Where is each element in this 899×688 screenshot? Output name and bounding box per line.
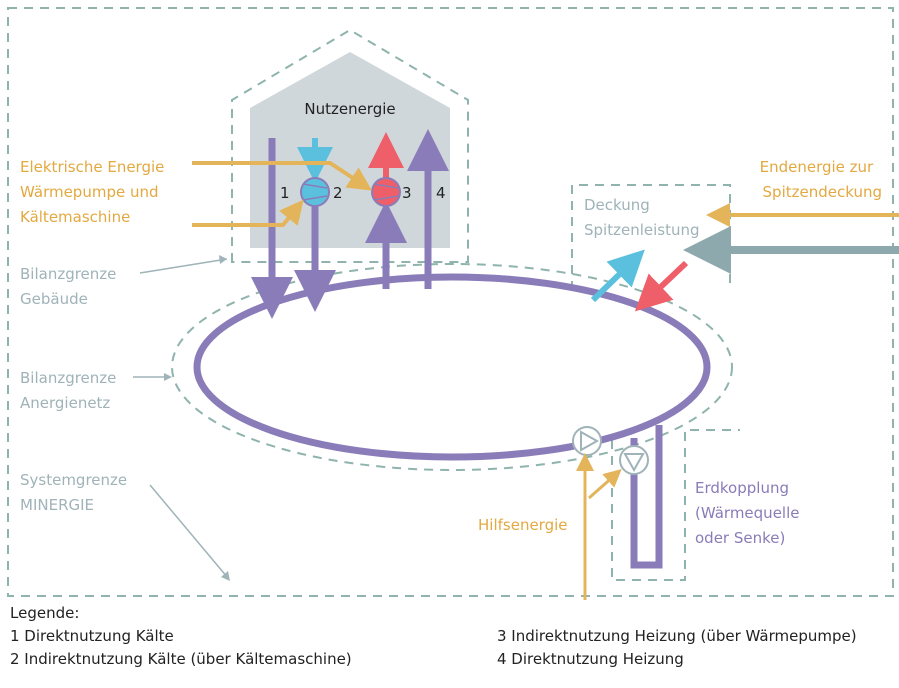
label-bilanzgrenze-gebaeude: Bilanzgrenze Gebäude — [20, 265, 121, 308]
label-line: Kältemaschine — [20, 208, 130, 226]
building-boundary — [231, 28, 469, 263]
label-line: Systemgrenze — [20, 471, 127, 489]
flow-number-2: 2 — [333, 184, 343, 202]
legend-row: 2 Indirektnutzung Kälte (über Kältemasch… — [10, 648, 895, 671]
pointer-arrowhead — [164, 373, 172, 381]
label-line: Endenergie zur — [760, 158, 874, 176]
label-line: Spitzendeckung — [763, 183, 882, 201]
label-line: Erdkopplung — [695, 479, 789, 497]
label-end-energy: Endenergie zur Spitzendeckung — [760, 158, 882, 201]
legend-item-4: 4 Direktnutzung Heizung — [497, 650, 684, 668]
flow-number-1: 1 — [280, 184, 290, 202]
peak-coverage-boundary — [571, 184, 731, 290]
compressor-icon — [300, 177, 330, 207]
legend-item-2: 2 Indirektnutzung Kälte (über Kältemasch… — [10, 650, 352, 668]
label-systemgrenze: Systemgrenze MINERGIE — [20, 471, 132, 514]
pointer-bilanzgrenze-gebaeude — [139, 258, 228, 274]
legend-item-1: 1 Direktnutzung Kälte — [10, 627, 174, 645]
system-boundary-minergie — [7, 7, 894, 597]
flow-number-3: 3 — [402, 184, 412, 202]
label-line: oder Senke) — [695, 529, 785, 547]
anergy-network-boundary — [171, 263, 733, 471]
label-hilfsenergie: Hilfsenergie — [478, 516, 568, 534]
ground-pipe — [630, 425, 663, 569]
legend-item-3: 3 Indirektnutzung Heizung (über Wärmepum… — [497, 627, 857, 645]
pointer-arrowhead — [219, 255, 227, 264]
electric-energy-line-chiller — [192, 199, 304, 227]
label-line: Gebäude — [20, 290, 88, 308]
label-line: MINERGIE — [20, 496, 94, 514]
label-line: Elektrische Energie — [20, 158, 164, 176]
legend-title: Legende: — [10, 604, 80, 622]
ground-coupling-boundary — [611, 429, 740, 581]
label-ground-coupling: Erdkopplung (Wärmequelle oder Senke) — [695, 479, 804, 547]
pointer-systemgrenze — [149, 484, 229, 579]
peak-cooling-arrow — [590, 249, 645, 303]
label-line: Deckung — [584, 196, 650, 214]
flow-number-4: 4 — [436, 184, 446, 202]
label-peak-coverage: Deckung Spitzenleistung — [584, 196, 700, 239]
building-shape — [250, 52, 450, 248]
peak-heating-arrow — [634, 260, 689, 312]
pump-icon — [572, 426, 602, 456]
label-line: Wärmepumpe und — [20, 183, 159, 201]
legend: Legende: 1 Direktnutzung Kälte 3 Indirek… — [10, 602, 895, 671]
pump-icon — [619, 445, 649, 475]
label-nutzenergie: Nutzenergie — [304, 100, 395, 118]
energy-system-diagram: Nutzenergie Elektrische Energie Wärmepum… — [7, 7, 899, 600]
label-line: Bilanzgrenze — [20, 265, 116, 283]
label-line: (Wärmequelle — [695, 504, 799, 522]
electric-energy-line-heatpump — [192, 161, 373, 191]
anergy-loop — [193, 273, 711, 461]
label-electric-energy: Elektrische Energie Wärmepumpe und Kälte… — [20, 158, 169, 226]
label-line: Anergienetz — [20, 394, 110, 412]
label-line: Spitzenleistung — [584, 221, 700, 239]
label-line: Bilanzgrenze — [20, 369, 116, 387]
pointer-arrowhead — [221, 571, 230, 581]
label-bilanzgrenze-anergienetz: Bilanzgrenze Anergienetz — [20, 369, 121, 412]
compressor-icon — [371, 177, 401, 207]
aux-energy-line-2 — [588, 469, 622, 500]
legend-row: 1 Direktnutzung Kälte 3 Indirektnutzung … — [10, 625, 895, 648]
